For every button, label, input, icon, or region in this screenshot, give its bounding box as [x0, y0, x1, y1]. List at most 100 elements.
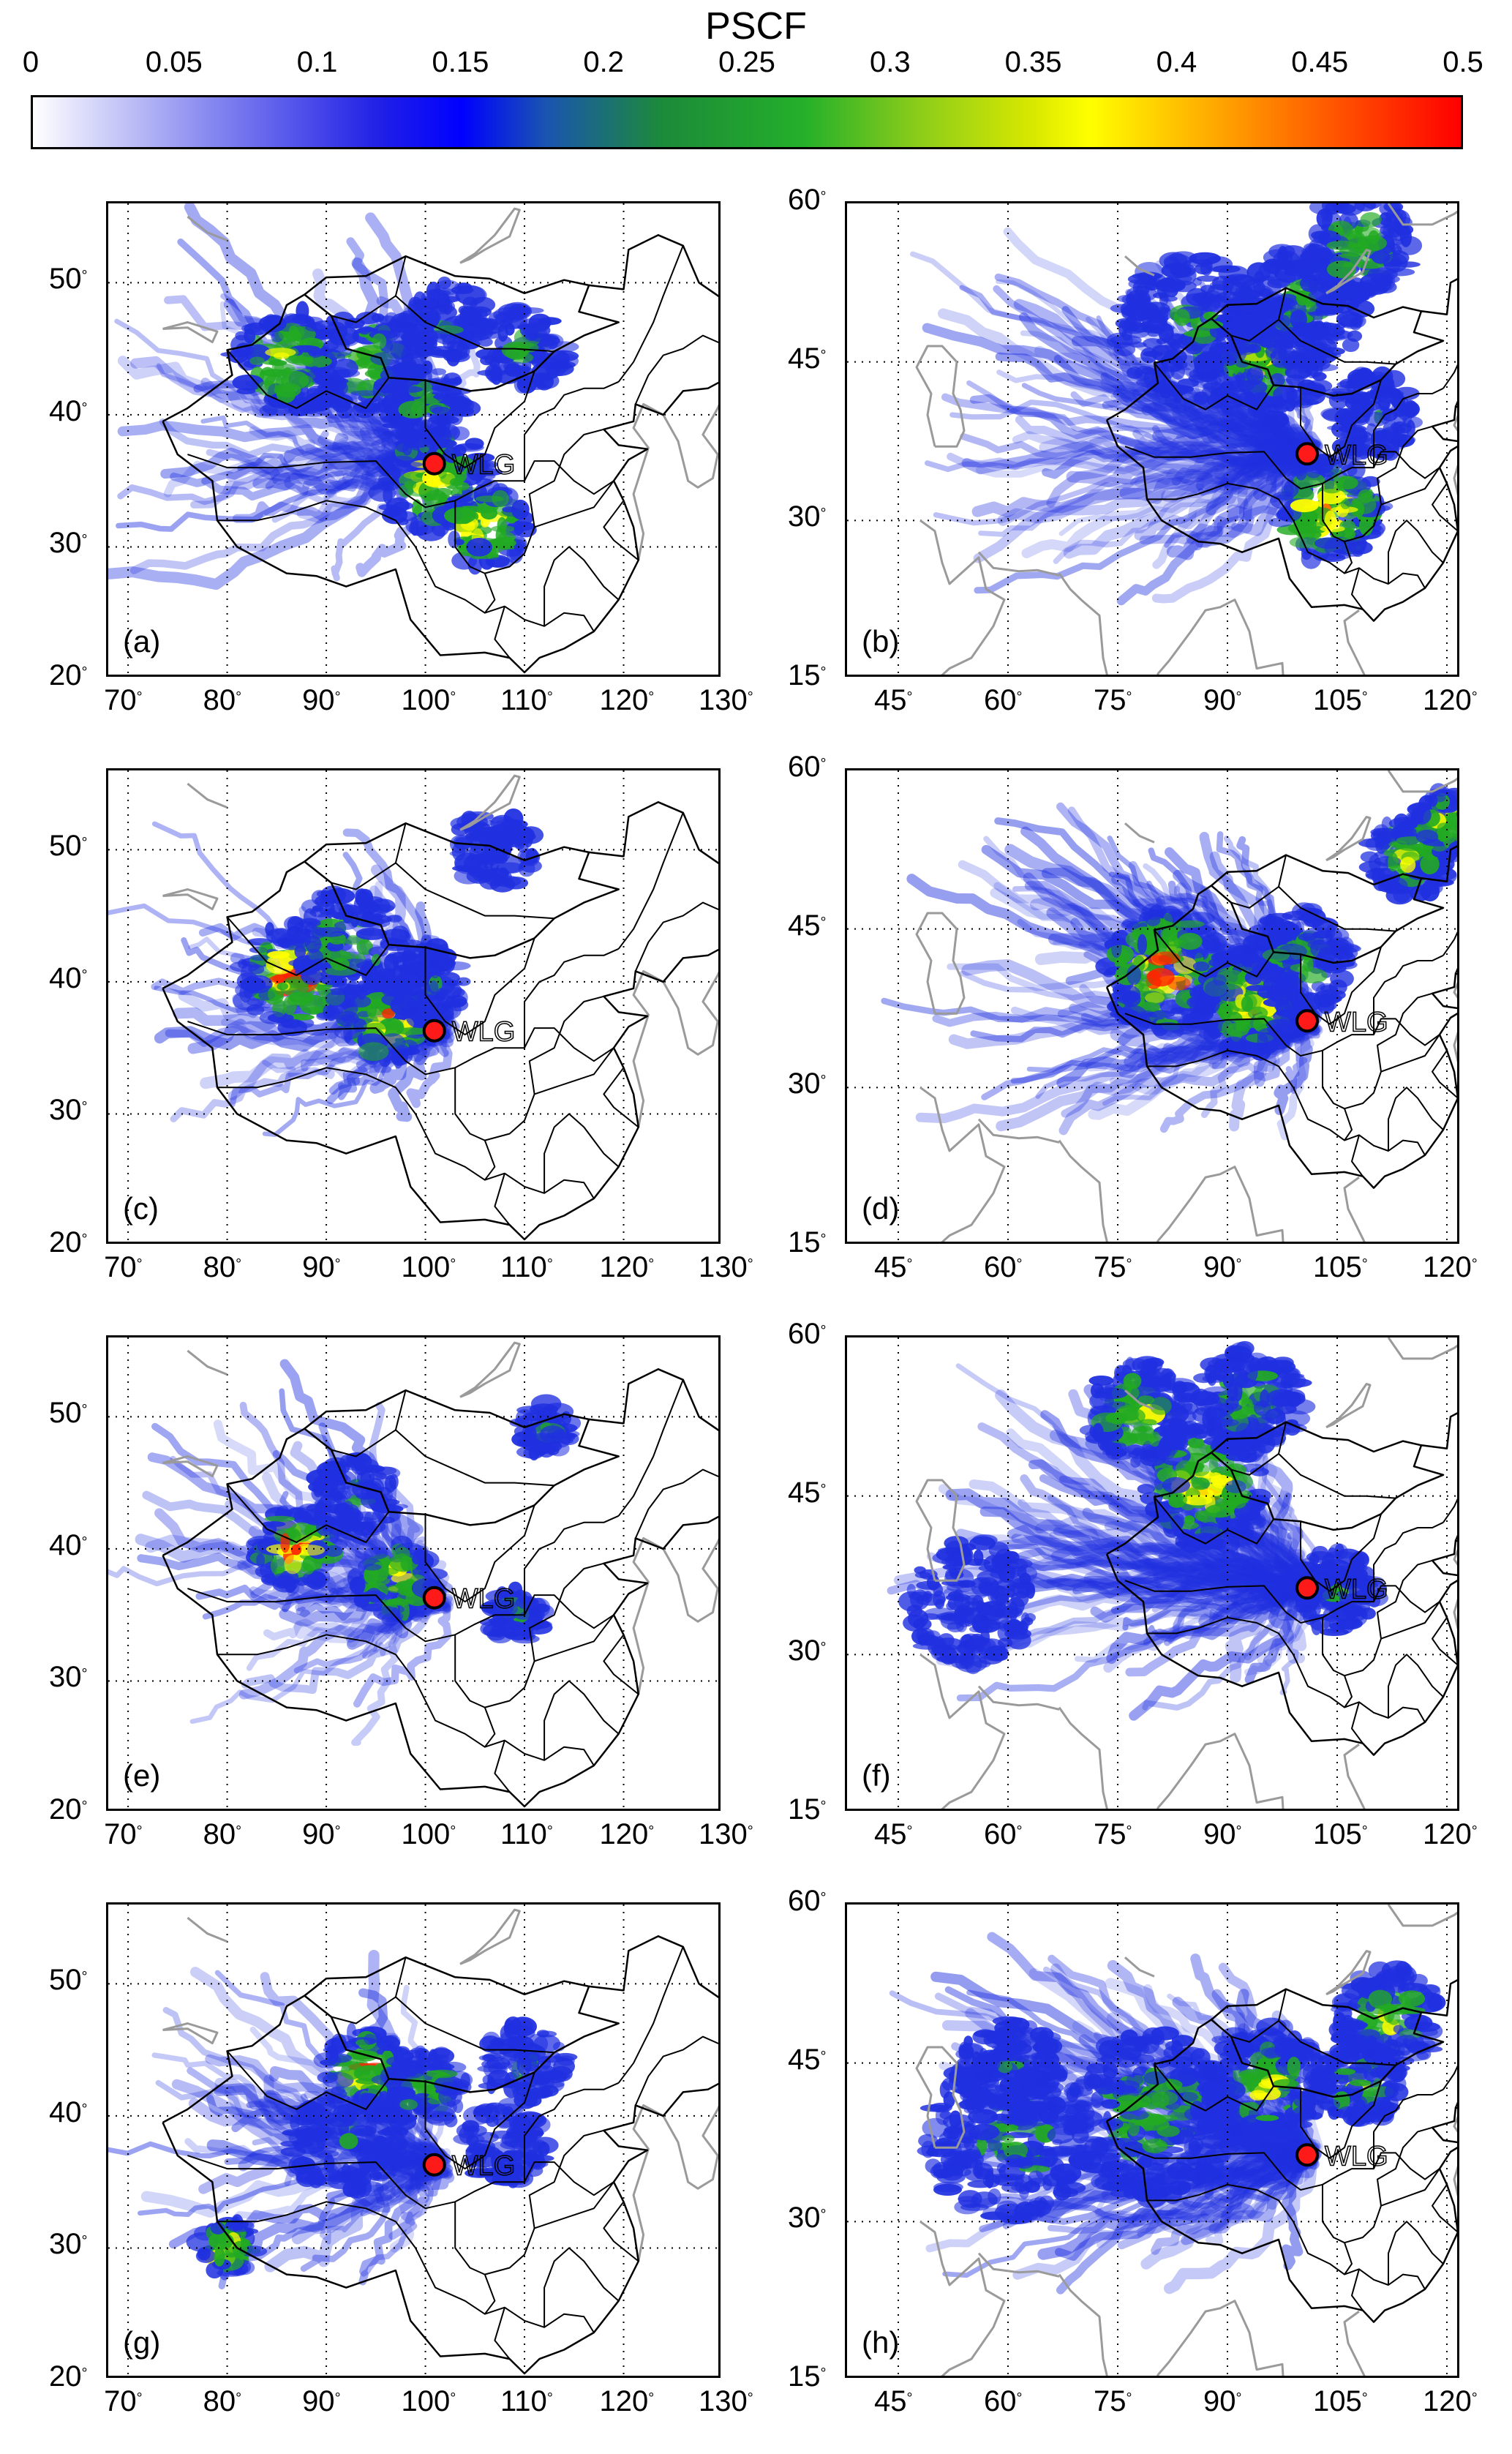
pscf-cell: [494, 1591, 522, 1599]
province-border: [603, 1634, 639, 1695]
pscf-cell: [241, 975, 273, 994]
lat-tick-label: 15°: [788, 1226, 827, 1258]
map-canvas: WLG: [847, 770, 1457, 1242]
lon-tick-label: 120°: [1423, 1251, 1478, 1283]
lon-tick-label: 90°: [1203, 1818, 1242, 1850]
pscf-cell: [244, 328, 256, 344]
pscf-cell: [1123, 1373, 1142, 1389]
pscf-cell: [971, 1577, 994, 1597]
trajectory: [1134, 449, 1301, 487]
pscf-cell: [317, 1487, 348, 1497]
pscf-cell: [1155, 361, 1169, 374]
map-canvas: WLG: [108, 1337, 718, 1809]
pscf-cell: [1274, 314, 1291, 329]
pscf-cell: [1364, 412, 1388, 427]
pscf-cell: [1248, 924, 1276, 939]
trajectory: [1217, 1550, 1309, 1601]
trajectory: [977, 1422, 1317, 1592]
site-label: WLG: [1325, 1574, 1388, 1605]
province-border: [1154, 929, 1274, 978]
site-label: WLG: [452, 1017, 516, 1048]
province-border: [1230, 1453, 1279, 1476]
lake-outline: [459, 207, 521, 264]
trajectory: [1285, 1016, 1320, 1094]
pscf-cell: [361, 1590, 387, 1602]
pscf-cell: [1183, 1495, 1213, 1506]
pscf-cell: [1012, 1583, 1023, 1589]
lon-tick-label: 105°: [1313, 1818, 1368, 1850]
pscf-cell: [1182, 386, 1194, 394]
pscf-cell: [561, 1411, 572, 1425]
pscf-cell: [1222, 1020, 1234, 1038]
pscf-cell: [486, 324, 507, 331]
pscf-cell: [488, 537, 516, 549]
pscf-cell: [1192, 961, 1210, 972]
pscf-cell: [1137, 934, 1147, 955]
pscf-cell: [1213, 974, 1227, 986]
map-canvas: WLG: [108, 203, 718, 675]
trajectory: [1165, 1547, 1311, 1599]
lon-tick-label: 120°: [599, 1251, 655, 1283]
pscf-cell: [1241, 944, 1269, 954]
trajectory: [389, 2160, 445, 2253]
pscf-cell: [1398, 843, 1429, 852]
pscf-cell: [393, 501, 413, 511]
pscf-cell: [1169, 340, 1181, 350]
pscf-cell: [1276, 999, 1299, 1018]
pscf-cell: [372, 333, 387, 350]
pscf-cell: [431, 368, 446, 375]
trajectory: [954, 1534, 1317, 1587]
pscf-cell: [259, 1010, 286, 1024]
pscf-cell: [1184, 1515, 1195, 1525]
pscf-cell: [1270, 348, 1290, 367]
province-border: [1300, 946, 1382, 1025]
pscf-cell: [1229, 1497, 1246, 1509]
pscf-cell: [1251, 399, 1263, 417]
pscf-cell: [422, 330, 448, 339]
trajectory: [1125, 1584, 1312, 1677]
province-border: [226, 916, 390, 976]
province-border: [1124, 1580, 1440, 1624]
trajectory: [1015, 416, 1306, 469]
coastline: [187, 1349, 228, 1376]
pscf-cell: [429, 980, 439, 994]
pscf-cell: [1153, 1021, 1184, 1040]
pscf-cell: [277, 982, 288, 991]
pscf-cell: [1262, 948, 1290, 962]
trajectory: [1260, 1462, 1324, 1593]
pscf-cell: [322, 374, 347, 394]
pscf-cell: [454, 539, 464, 546]
pscf-cell: [1173, 309, 1190, 326]
pscf-cell: [1360, 212, 1382, 228]
pscf-cell: [1294, 518, 1317, 531]
trajectory: [988, 1543, 1309, 1605]
pscf-cell: [358, 929, 386, 937]
pscf-cell: [1227, 1381, 1238, 1402]
province-border: [1432, 1617, 1457, 1666]
pscf-cell: [1396, 236, 1423, 255]
pscf-cell: [358, 326, 375, 335]
province-border: [1388, 1087, 1444, 1151]
trajectory: [1129, 423, 1312, 461]
trajectory: [1225, 1574, 1310, 1684]
pscf-cell: [1159, 252, 1188, 269]
trajectory: [1056, 1583, 1302, 1620]
pscf-cell: [499, 825, 531, 840]
pscf-cell: [1343, 1606, 1367, 1622]
pscf-cell: [1437, 822, 1451, 833]
pscf-cell: [1137, 1360, 1158, 1371]
pscf-cell: [440, 377, 451, 389]
lat-tick-label: 50°: [49, 263, 88, 296]
lat-tick-label: 50°: [49, 1397, 88, 1430]
pscf-cell: [415, 381, 434, 399]
pscf-cell: [1249, 1467, 1269, 1476]
province-border: [1230, 319, 1279, 342]
pscf-cell: [1432, 789, 1449, 797]
lon-tick-label: 100°: [401, 1251, 456, 1283]
lon-tick-label: 75°: [1094, 1818, 1132, 1850]
trajectory: [241, 1605, 433, 1695]
pscf-cell: [392, 965, 416, 972]
pscf-cell: [1175, 266, 1197, 286]
pscf-cell: [1353, 495, 1377, 514]
lon-tick-label: 60°: [984, 684, 1023, 716]
